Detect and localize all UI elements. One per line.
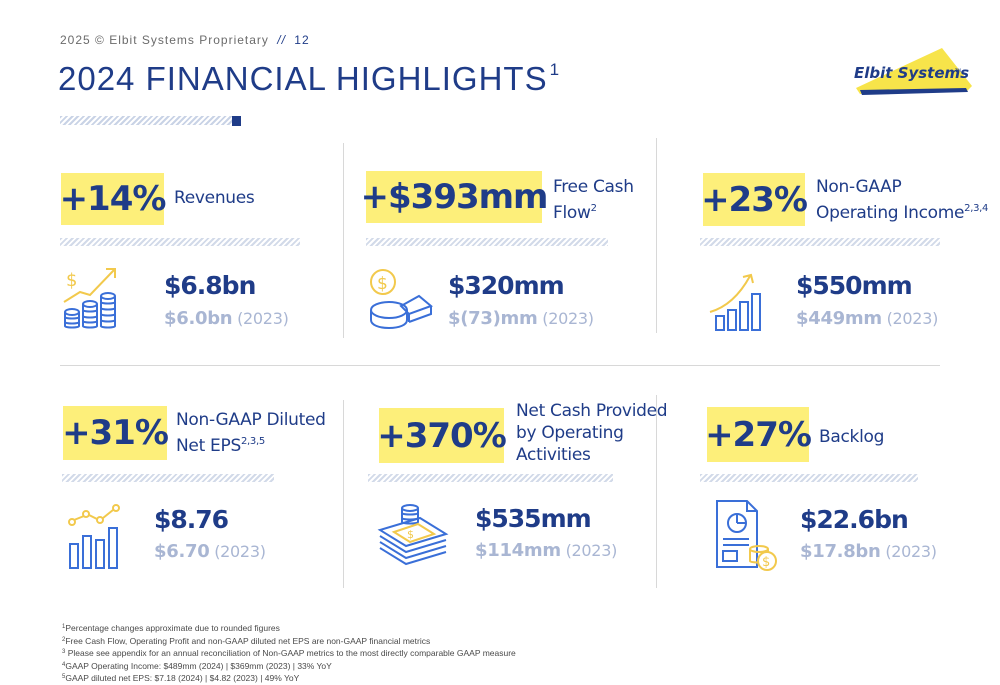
kpi-value-2024: $6.8bn (164, 271, 256, 300)
copyright-text: 2025 © Elbit Systems Proprietary (60, 33, 269, 47)
change-highlight: +14% (60, 173, 166, 225)
card-hatch-divider (700, 238, 940, 246)
column-divider-2-top (656, 138, 657, 333)
change-highlight: +23% (701, 173, 808, 226)
change-highlight: +370% (377, 408, 507, 463)
footnote: 3 Please see appendix for an annual reco… (62, 648, 516, 658)
kpi-label: Backlog (819, 427, 885, 447)
column-divider-1-top (343, 143, 344, 338)
title-year: 2024 (58, 60, 136, 97)
coin-pie-icon: $ (370, 269, 433, 330)
title-footnote-ref: 1 (549, 60, 561, 79)
svg-text:TM: TM (954, 68, 961, 73)
card-hatch-divider (368, 474, 613, 482)
kpi-value-2023: $114mm (2023) (475, 540, 618, 561)
svg-text:Elbit Systems: Elbit Systems (854, 64, 969, 82)
svg-text:$: $ (377, 274, 388, 294)
cash-stack-icon: $ (377, 504, 449, 566)
row-divider (60, 365, 940, 366)
change-highlight: +$393mm (361, 171, 549, 223)
column-divider-2-bottom (656, 395, 657, 588)
line-bar-chart-icon (68, 504, 120, 569)
kpi-value-2023: $17.8bn (2023) (800, 541, 937, 562)
report-coins-icon: $ (716, 500, 777, 571)
kpi-value-2024: $535mm (475, 504, 592, 533)
header-line: 2025 © Elbit Systems Proprietary // 12 (60, 33, 310, 47)
coins-growth-icon: $ (63, 268, 116, 329)
title-underline-hatch (60, 116, 232, 125)
card-hatch-divider (62, 474, 274, 482)
footnotes: 1Percentage changes approximate due to r… (62, 622, 516, 685)
elbit-systems-logo: Elbit Systems TM (854, 48, 972, 95)
column-divider-1-bottom (343, 400, 344, 588)
footnote: 2Free Cash Flow, Operating Profit and no… (62, 635, 431, 646)
page-number: 12 (294, 33, 310, 47)
title-underline-marker (232, 116, 241, 126)
title-text: FINANCIAL HIGHLIGHTS (145, 60, 548, 97)
svg-text:$: $ (407, 528, 414, 541)
svg-text:$: $ (66, 270, 77, 291)
bar-growth-icon (709, 273, 761, 331)
footnote: 4GAAP Operating Income: $489mm (2024) | … (62, 660, 332, 671)
change-highlight: +27% (705, 407, 812, 462)
header-separator: // (277, 33, 286, 47)
svg-text:$: $ (762, 555, 770, 570)
page-title: 2024 FINANCIAL HIGHLIGHTS 1 (58, 60, 560, 98)
footnote: 5GAAP diluted net EPS: $7.18 (2024) | $4… (62, 673, 300, 683)
kpi-value-2023: $6.0bn (2023) (164, 308, 289, 329)
card-hatch-divider (700, 474, 918, 482)
kpi-label: Non-GAAP Diluted Net EPS2,3,5 (176, 410, 326, 456)
kpi-value-2023: $449mm (2023) (796, 308, 939, 329)
kpi-label: Net Cash Provided by Operating Activitie… (516, 401, 668, 465)
kpi-value-2023: $(73)mm (2023) (448, 308, 594, 329)
card-hatch-divider (366, 238, 608, 246)
kpi-label: Revenues (174, 188, 255, 208)
kpi-value-2024: $320mm (448, 271, 565, 300)
change-highlight: +31% (62, 406, 169, 460)
kpi-label: Non-GAAP Operating Income2,3,4 (816, 177, 989, 223)
footnote: 1Percentage changes approximate due to r… (62, 623, 280, 633)
card-hatch-divider (60, 238, 300, 246)
kpi-value-2024: $550mm (796, 271, 913, 300)
kpi-value-2024: $8.76 (154, 505, 229, 534)
kpi-label: Free Cash Flow2 (553, 177, 634, 223)
kpi-value-2023: $6.70 (2023) (154, 541, 266, 562)
kpi-value-2024: $22.6bn (800, 505, 909, 534)
